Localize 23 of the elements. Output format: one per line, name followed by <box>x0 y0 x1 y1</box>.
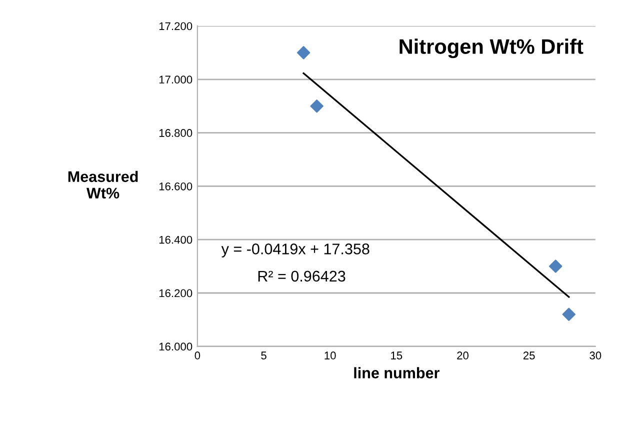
annotation: R² = 0.96423 <box>258 270 346 282</box>
point <box>549 260 562 273</box>
y-tick-label: 16.800 <box>159 129 192 137</box>
x-tick-label: 25 <box>523 352 535 360</box>
y-axis-title: Measured Wt% <box>68 170 138 198</box>
y-tick-label: 16.200 <box>159 289 192 298</box>
x-axis-title: line number <box>354 367 440 378</box>
x-tick-label: 20 <box>457 352 468 360</box>
annotation: y = -0.0419x + 17.358 <box>221 244 370 258</box>
x-tick-label: 0 <box>194 352 200 360</box>
text: Nitrogen Wt% Drift <box>400 38 584 58</box>
y-tick-label: 17.000 <box>159 76 192 84</box>
point <box>296 46 310 60</box>
y-tick-label: 17.200 <box>159 22 192 30</box>
y-tick-label: 16.400 <box>159 236 192 244</box>
x-tick-label: 15 <box>391 352 402 360</box>
x-tick-label: 30 <box>590 352 602 360</box>
point <box>562 308 576 321</box>
y-tick-label: 16.000 <box>159 342 192 351</box>
point <box>310 99 324 113</box>
y-tick-label: 16.600 <box>159 182 192 190</box>
x-tick-label: 10 <box>324 352 336 360</box>
x-tick-label: 5 <box>261 352 266 360</box>
